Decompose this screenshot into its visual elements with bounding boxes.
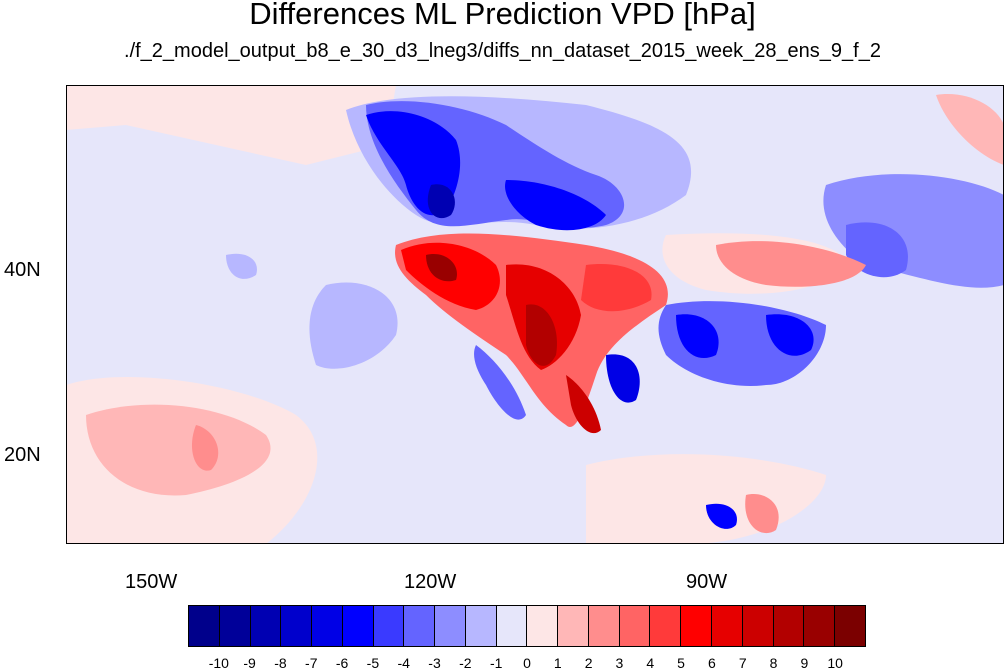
- colorbar-tick-label: 7: [738, 655, 747, 671]
- colorbar-swatch: [404, 606, 436, 646]
- colorbar-tick-label: -1: [489, 655, 503, 671]
- colorbar-swatch: [619, 606, 651, 646]
- colorbar-tick-label: 10: [827, 655, 843, 671]
- colorbar-swatch: [804, 606, 836, 646]
- colorbar-tick-label: -4: [397, 655, 410, 671]
- map-subtitle: ./f_2_model_output_b8_e_30_d3_lneg3/diff…: [124, 40, 881, 62]
- colorbar-swatch: [250, 606, 282, 646]
- colorbar-swatch: [742, 606, 774, 646]
- lon-label-150w: 150W: [125, 571, 178, 593]
- map-title: Differences ML Prediction VPD [hPa]: [249, 0, 756, 31]
- colorbar-tick-label: 5: [677, 655, 685, 671]
- colorbar-swatch: [527, 606, 559, 646]
- colorbar-tick-label: -2: [459, 655, 472, 671]
- colorbar-swatch: [219, 606, 251, 646]
- lat-label-20n: 20N: [4, 444, 41, 466]
- colorbar-swatch: [558, 606, 589, 646]
- colorbar-tick-label: 0: [523, 655, 531, 671]
- colorbar-swatch: [465, 606, 497, 646]
- colorbar-tick-label: 1: [553, 655, 562, 671]
- colorbar-tick-label: 6: [708, 655, 716, 671]
- colorbar-tick-label: 3: [615, 655, 624, 671]
- colorbar-tick-label: 9: [800, 655, 809, 671]
- colorbar-swatch: [435, 606, 466, 646]
- colorbar-swatch: [281, 606, 313, 646]
- map-plot-area: [66, 85, 1004, 544]
- lat-label-40n: 40N: [4, 259, 41, 281]
- colorbar-tick-label: -5: [366, 655, 380, 671]
- lon-label-90w: 90W: [686, 571, 728, 593]
- colorbar-swatch: [650, 606, 682, 646]
- colorbar-swatch: [712, 606, 743, 646]
- colorbar-swatch: [373, 606, 405, 646]
- colorbar-tick-label: 8: [769, 655, 778, 671]
- colorbar-swatch: [773, 606, 805, 646]
- colorbar-tick-label: -8: [274, 655, 287, 671]
- colorbar-swatch: [312, 606, 343, 646]
- lon-label-120w: 120W: [404, 571, 457, 593]
- colorbar-tick-label: -9: [243, 655, 256, 671]
- colorbar-swatch: [681, 606, 713, 646]
- colorbar-tick-label: 2: [584, 655, 593, 671]
- colorbar-tick-label: 4: [646, 655, 655, 671]
- colorbar-swatch: [189, 606, 220, 646]
- colorbar-swatch: [342, 606, 374, 646]
- colorbar: [188, 605, 866, 647]
- colorbar-tick-label: -3: [428, 655, 441, 671]
- difference-field-map: [66, 85, 1004, 544]
- colorbar-tick-label: -7: [305, 655, 318, 671]
- colorbar-swatch: [835, 606, 865, 646]
- colorbar-swatch: [496, 606, 528, 646]
- colorbar-tick-label: -10: [208, 655, 229, 671]
- colorbar-swatch: [588, 606, 620, 646]
- colorbar-tick-label: -6: [335, 655, 349, 671]
